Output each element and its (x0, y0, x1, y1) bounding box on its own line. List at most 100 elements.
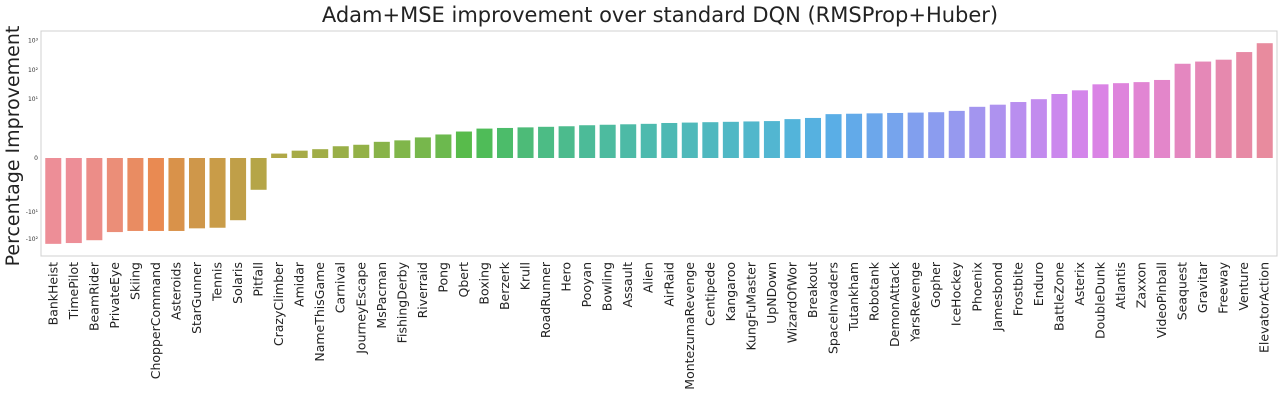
x-tick-label: Berzerk (497, 261, 512, 310)
bar-crazyclimber (271, 153, 288, 158)
x-tick-label: Pong (435, 262, 450, 293)
x-tick-label: Qbert (456, 262, 471, 298)
bar-videopinball (1154, 79, 1171, 158)
x-tick-label: SpaceInvaders (826, 262, 841, 354)
bar-spaceinvaders (825, 114, 842, 158)
x-tick-label: BeamRider (86, 261, 101, 331)
bar-timepilot (65, 158, 82, 244)
x-tick-label: ChopperCommand (148, 262, 163, 379)
plot-frame (40, 30, 1278, 257)
bar-amidar (291, 150, 308, 158)
bar-frostbite (1010, 102, 1027, 158)
x-tick-label: Assault (620, 262, 635, 308)
x-axis-ticks: BankHeist TimePilot BeamRider PrivateEye Ski… (45, 261, 1271, 390)
bar-qbert (455, 131, 472, 158)
y-tick-label: 10¹ (28, 96, 39, 103)
x-tick-label: DoubleDunk (1092, 261, 1107, 339)
bar-hero (558, 126, 575, 158)
x-tick-label: Bowling (600, 262, 615, 311)
x-tick-label: NameThisGame (312, 262, 327, 362)
bar-jamesbond (989, 104, 1006, 158)
bar-assault (620, 124, 637, 158)
x-tick-label: Breakout (805, 262, 820, 318)
bar-pong (435, 134, 452, 158)
bar-riverraid (414, 137, 431, 158)
bar-zaxxon (1133, 82, 1150, 158)
bar-elevatoraction (1256, 43, 1273, 159)
x-tick-label: MsPacman (374, 262, 389, 329)
bar-enduro (1030, 99, 1047, 158)
y-tick-label: 10² (28, 67, 39, 74)
y-axis-label: Percentage Improvement (2, 26, 24, 267)
bar-icehockey (948, 110, 965, 158)
bar-breakout (804, 117, 822, 158)
x-tick-label: Asterix (1072, 262, 1087, 306)
bar-freeway (1215, 59, 1232, 158)
x-tick-label: Gravitar (1195, 261, 1210, 313)
bar-pitfall (250, 158, 267, 190)
bar-wizardofwor (784, 119, 801, 158)
x-tick-label: UpNDown (764, 262, 779, 324)
x-tick-label: Asteroids (168, 262, 183, 320)
x-tick-label: Tennis (210, 262, 225, 302)
bar-bowling (599, 124, 616, 158)
x-tick-label: VideoPinball (1154, 262, 1169, 338)
x-tick-label: BankHeist (45, 262, 60, 325)
y-tick-label: 10³ (28, 37, 39, 44)
x-tick-label: Jamesbond (990, 262, 1005, 332)
x-tick-label: Phoenix (969, 262, 984, 312)
bar-carnival (332, 146, 349, 158)
bar-atlantis (1112, 83, 1130, 158)
x-tick-label: MontezumaRevenge (682, 262, 697, 390)
x-tick-label: Zaxxon (1134, 262, 1149, 308)
x-tick-label: RoadRunner (538, 261, 553, 338)
x-tick-label: JourneyEscape (353, 262, 368, 355)
y-tick-label: 0 (34, 155, 38, 162)
bar-battlezone (1051, 94, 1068, 158)
x-tick-label: Enduro (1031, 262, 1046, 306)
bar-fishingderby (394, 140, 411, 158)
y-tick-label: -10² (26, 236, 39, 243)
bar-beamrider (86, 158, 103, 241)
bar-roadrunner (538, 126, 555, 158)
x-tick-label: Solaris (230, 262, 245, 304)
x-tick-label: PrivateEye (107, 262, 122, 329)
x-tick-label: KungFuMaster (743, 261, 758, 350)
x-tick-label: WizardOfWor (784, 261, 799, 343)
x-tick-label: StarGunner (189, 261, 204, 334)
bar-upndown (763, 121, 780, 158)
bar-robotank (866, 113, 883, 158)
bar-gopher (928, 112, 945, 158)
y-axis-ticks: -10² -10¹ 0 10¹ 10² 10³ (26, 37, 39, 243)
bar-centipede (702, 122, 719, 158)
x-tick-label: ElevatorAction (1257, 262, 1272, 353)
chart-title: Adam+MSE improvement over standard DQN (… (322, 3, 998, 27)
bar-pooyan (579, 125, 596, 158)
x-tick-label: Alien (641, 262, 656, 293)
x-tick-label: Krull (518, 262, 533, 290)
x-tick-label: Frostbite (1010, 262, 1025, 317)
bar-solaris (230, 158, 247, 221)
x-tick-label: DemonAttack (887, 261, 902, 347)
x-tick-label: Gopher (928, 261, 943, 308)
x-tick-label: Venture (1236, 262, 1251, 311)
x-tick-label: Riverraid (415, 262, 430, 318)
bar-journeyescape (353, 144, 370, 158)
x-tick-label: Robotank (867, 261, 882, 321)
x-tick-label: Seaquest (1175, 262, 1190, 320)
bar-asteroids (168, 158, 185, 231)
bar-privateeye (106, 158, 123, 233)
bar-kungfumaster (743, 121, 760, 158)
bars (45, 43, 1273, 244)
x-tick-label: Pitfall (251, 262, 266, 297)
bar-krull (517, 127, 534, 158)
x-tick-label: Pooyan (579, 262, 594, 307)
x-tick-label: CrazyClimber (271, 261, 286, 346)
bar-kangaroo (722, 121, 739, 158)
bar-choppercommand (147, 158, 164, 231)
bar-yarsrevenge (907, 112, 924, 158)
bar-montezumarevenge (681, 122, 698, 158)
bar-namethisgame (312, 149, 329, 158)
bar-venture (1236, 52, 1253, 159)
